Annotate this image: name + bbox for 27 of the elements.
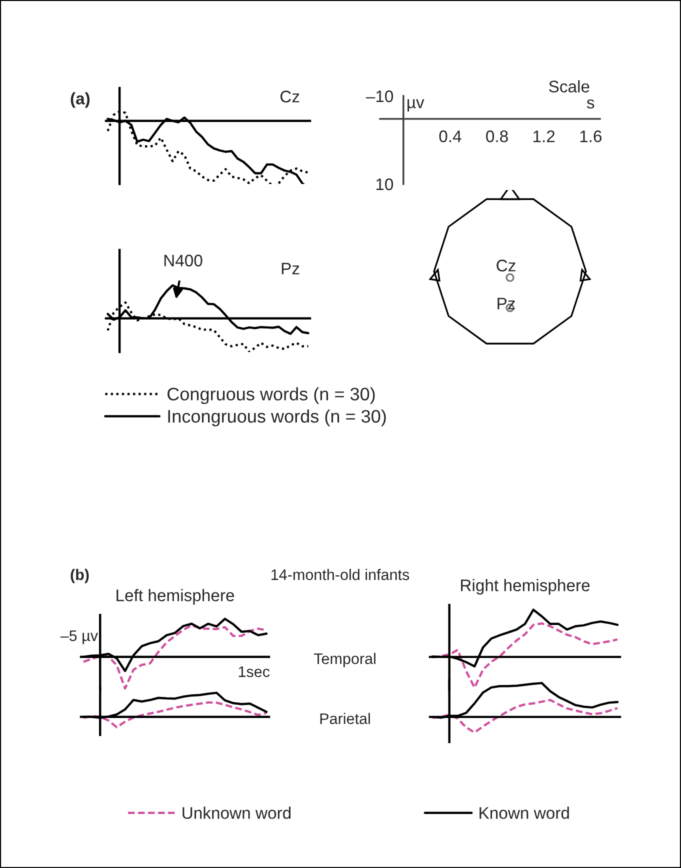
y-tick-label: –10 [366, 90, 394, 102]
x-tick-label: 1.2 [534, 130, 555, 142]
text: Cz [496, 260, 516, 272]
text: (a) [70, 92, 90, 108]
chart-title: Right hemisphere [461, 579, 590, 595]
text: 14-month-old infants [272, 568, 410, 580]
text: Cz [280, 90, 300, 102]
x-tick-label: 0.4 [439, 130, 462, 142]
legend-label: Known word [480, 806, 569, 819]
annotation: 1sec [238, 666, 270, 678]
text: Parietal [320, 712, 370, 724]
text: Pz [498, 298, 515, 310]
x-tick-label: 0.8 [486, 130, 508, 142]
chart-title: Scale [549, 80, 590, 92]
chart-title: Left hemisphere [116, 589, 234, 605]
legend-label: Unknown word [182, 806, 291, 819]
x-axis-title: s [586, 99, 594, 109]
legend-label: Congruous words (n = 30) [168, 387, 375, 404]
annotation: –5 µv [60, 630, 98, 644]
x-tick-label: 1.6 [580, 130, 602, 142]
text: N400 [164, 254, 202, 266]
text: Pz [282, 262, 300, 274]
legend-label: Incongruous words (n = 30) [168, 409, 386, 426]
text: Temporal [314, 652, 376, 668]
y-axis-title: µv [408, 99, 424, 112]
text: (b) [70, 568, 89, 584]
y-tick-label: 10 [376, 178, 394, 190]
